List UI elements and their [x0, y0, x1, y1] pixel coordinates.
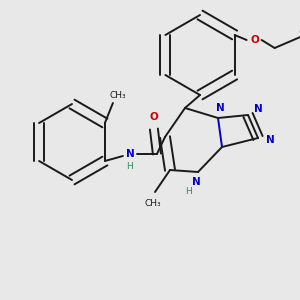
Text: O: O — [149, 112, 158, 122]
Text: N: N — [192, 177, 200, 187]
Text: N: N — [266, 135, 274, 145]
Text: CH₃: CH₃ — [110, 91, 126, 100]
Text: N: N — [216, 103, 224, 113]
Text: N: N — [254, 104, 262, 114]
Text: CH₃: CH₃ — [145, 200, 161, 208]
Text: N: N — [125, 149, 134, 159]
Text: H: H — [127, 161, 133, 170]
Text: O: O — [250, 35, 259, 45]
Text: H: H — [184, 188, 191, 196]
